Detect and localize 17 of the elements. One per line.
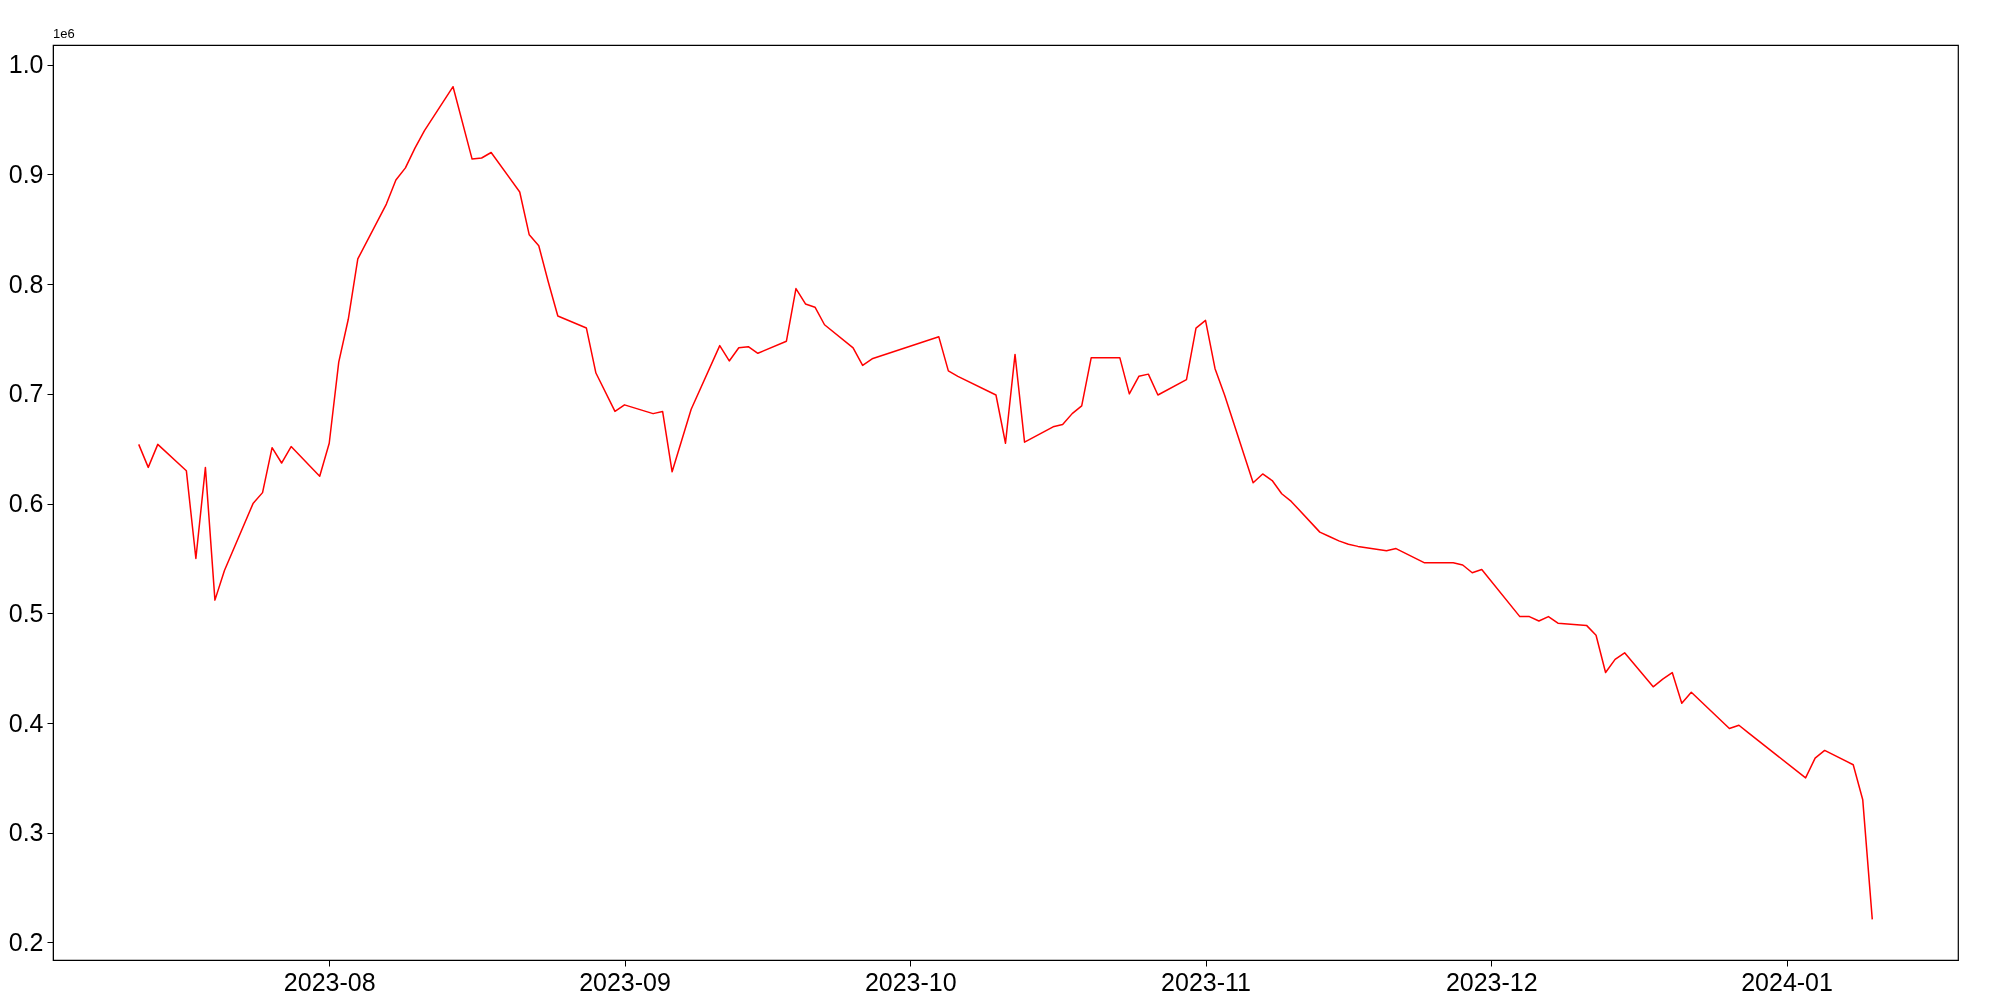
y-tick-label: 0.9 [8, 159, 44, 188]
text: 1e6 [53, 26, 75, 41]
x-tick-label: 2024-01 [1741, 967, 1833, 996]
y-tick-label: 0.6 [8, 489, 44, 518]
x-tick-label: 2023-09 [579, 967, 671, 996]
y-tick-label: 0.7 [8, 379, 44, 408]
line-series [137, 85, 1874, 921]
x-tick-label: 2023-11 [1161, 967, 1251, 996]
y-tick-label: 0.3 [8, 818, 44, 847]
y-tick-label: 0.2 [8, 927, 44, 956]
x-tick-label: 2023-12 [1445, 967, 1538, 996]
y-tick-label: 1.0 [8, 50, 44, 79]
y-tick-label: 0.8 [8, 269, 44, 298]
y-tick-label: 0.5 [8, 598, 44, 627]
x-tick-label: 2023-08 [283, 967, 376, 996]
x-tick-label: 2023-10 [864, 967, 957, 996]
y-tick-label: 0.4 [8, 708, 44, 737]
